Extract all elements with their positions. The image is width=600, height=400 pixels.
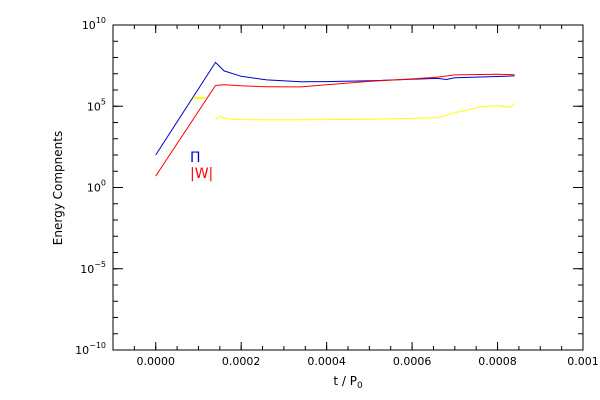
x-tick-label: 0.0004 bbox=[307, 355, 346, 368]
legend-entry-0: Π bbox=[190, 150, 201, 166]
y-tick-label: 100 bbox=[87, 179, 106, 195]
y-tick-label: 1010 bbox=[82, 16, 106, 32]
y-tick-label: 10−5 bbox=[80, 260, 106, 276]
series-line-1 bbox=[155, 73, 515, 177]
series-line-2 bbox=[215, 103, 515, 121]
y-tick-label: 10−10 bbox=[75, 341, 106, 357]
plot-frame bbox=[112, 24, 584, 351]
x-axis-label-subscript: 0 bbox=[357, 381, 363, 391]
x-tick-label: 0.0002 bbox=[222, 355, 261, 368]
x-tick-label: 0.0008 bbox=[478, 355, 517, 368]
y-tick-label: 105 bbox=[87, 97, 106, 113]
legend: Π|W| bbox=[190, 150, 213, 182]
legend-entry-1: |W| bbox=[190, 166, 213, 182]
series-line-0 bbox=[155, 61, 515, 156]
series-lines bbox=[155, 61, 515, 177]
y-axis-label: Energy Compnents bbox=[51, 131, 65, 245]
x-tick-label: 0.001 bbox=[567, 355, 599, 368]
x-axis-ticks: 0.0000 0.0002 0.0004 0.0006 0.0008 0.001 bbox=[112, 25, 599, 368]
x-tick-label: 0.0000 bbox=[136, 355, 175, 368]
x-axis-label: t / P0 bbox=[333, 374, 363, 391]
y-axis-ticks: 1010 105 100 10−5 10−10 bbox=[75, 16, 583, 357]
x-tick-label: 0.0006 bbox=[393, 355, 432, 368]
